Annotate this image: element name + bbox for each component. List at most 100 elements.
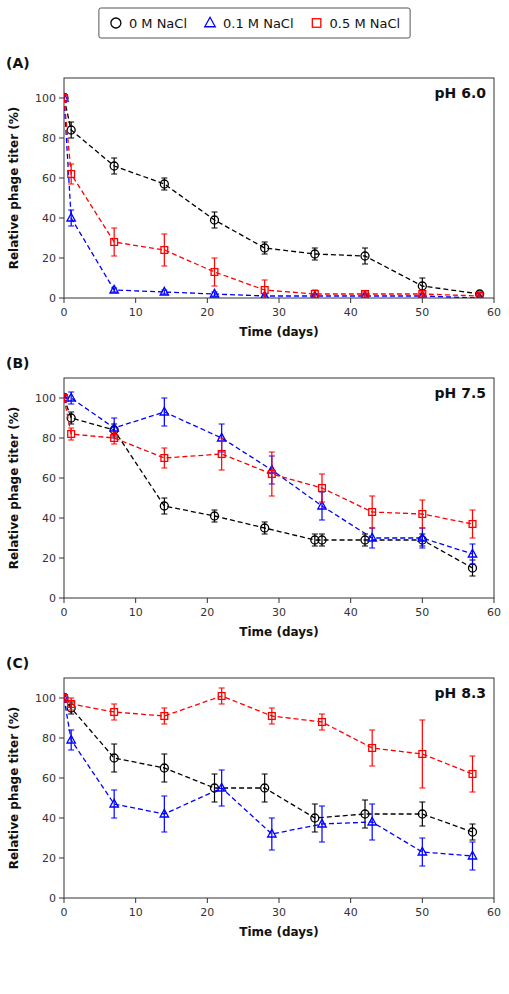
x-tick-label: 50 bbox=[415, 606, 429, 619]
data-point bbox=[160, 407, 168, 415]
data-point bbox=[64, 395, 67, 402]
error-bar bbox=[262, 774, 268, 802]
y-tick bbox=[59, 298, 64, 299]
x-tick-label: 10 bbox=[129, 306, 143, 319]
error-bar bbox=[68, 122, 74, 138]
error-bar bbox=[362, 534, 368, 546]
series-line bbox=[64, 698, 473, 832]
data-area bbox=[64, 392, 477, 576]
x-tick-label: 60 bbox=[487, 306, 501, 319]
y-tick-label: 80 bbox=[42, 732, 56, 745]
error-bar bbox=[64, 394, 67, 402]
error-bar bbox=[68, 164, 74, 184]
data-point bbox=[211, 216, 219, 224]
error-bar bbox=[262, 242, 268, 254]
x-tick bbox=[422, 298, 423, 303]
data-point bbox=[111, 239, 118, 246]
data-point bbox=[67, 735, 75, 743]
error-bar bbox=[111, 432, 117, 444]
data-point bbox=[64, 393, 68, 401]
background bbox=[0, 0, 509, 994]
data-point bbox=[217, 783, 225, 791]
data-area bbox=[64, 93, 484, 298]
series-line bbox=[64, 98, 480, 294]
data-point bbox=[261, 287, 268, 294]
x-tick bbox=[350, 598, 351, 603]
data-point bbox=[361, 291, 369, 298]
x-tick-label: 40 bbox=[344, 906, 358, 919]
legend-label: 0 M NaCl bbox=[129, 16, 187, 31]
error-bar bbox=[470, 756, 476, 792]
condition-label: pH 7.5 bbox=[435, 385, 486, 401]
data-point bbox=[64, 94, 68, 102]
legend-item: 0 M NaCl bbox=[111, 16, 187, 31]
legend-item: 0.1 M NaCl bbox=[205, 16, 294, 31]
x-tick bbox=[135, 598, 136, 603]
x-tick bbox=[64, 598, 65, 603]
error-bar bbox=[319, 714, 325, 730]
error-bar bbox=[64, 394, 67, 402]
data-point bbox=[468, 851, 476, 859]
x-tick-label: 50 bbox=[415, 906, 429, 919]
legend-item: 0.5 M NaCl bbox=[312, 16, 400, 31]
x-axis-label: Time (days) bbox=[239, 325, 318, 339]
data-point bbox=[160, 287, 168, 295]
plot-frame bbox=[64, 378, 494, 598]
y-tick-label: 80 bbox=[42, 132, 56, 145]
y-tick-label: 60 bbox=[42, 772, 56, 785]
data-point bbox=[469, 771, 476, 778]
data-point bbox=[418, 847, 426, 855]
x-tick bbox=[207, 298, 208, 303]
series bbox=[64, 394, 477, 576]
data-point bbox=[261, 244, 269, 252]
x-tick-label: 0 bbox=[61, 606, 68, 619]
data-point bbox=[369, 509, 376, 516]
y-tick-label: 20 bbox=[42, 852, 56, 865]
y-tick bbox=[59, 858, 64, 859]
error-bar bbox=[369, 730, 375, 766]
x-tick-label: 20 bbox=[200, 306, 214, 319]
y-tick bbox=[59, 478, 64, 479]
x-tick bbox=[279, 598, 280, 603]
y-tick bbox=[59, 778, 64, 779]
data-point bbox=[67, 393, 75, 401]
x-tick bbox=[494, 898, 495, 903]
x-tick-label: 40 bbox=[344, 306, 358, 319]
series-line bbox=[64, 398, 473, 554]
condition-label: pH 8.3 bbox=[435, 685, 486, 701]
error-bar bbox=[312, 804, 318, 832]
data-point bbox=[261, 784, 269, 792]
data-point bbox=[311, 291, 319, 298]
legend-label: 0.1 M NaCl bbox=[223, 16, 294, 31]
x-tick-label: 30 bbox=[272, 606, 286, 619]
error-bar bbox=[212, 258, 218, 286]
y-tick-label: 40 bbox=[42, 212, 56, 225]
data-point bbox=[361, 810, 369, 818]
series-line bbox=[64, 398, 473, 524]
y-tick-label: 60 bbox=[42, 172, 56, 185]
error-bar bbox=[212, 774, 218, 802]
x-axis-label: Time (days) bbox=[239, 925, 318, 939]
error-bar bbox=[262, 522, 268, 534]
error-bar bbox=[111, 744, 117, 772]
data-point bbox=[268, 829, 276, 837]
x-tick bbox=[279, 898, 280, 903]
series bbox=[64, 93, 484, 298]
x-tick-label: 50 bbox=[415, 306, 429, 319]
legend-marker bbox=[205, 17, 216, 27]
error-bar bbox=[419, 720, 425, 788]
data-point bbox=[419, 511, 426, 518]
y-tick bbox=[59, 218, 64, 219]
data-point bbox=[319, 719, 326, 726]
series-line bbox=[64, 398, 473, 568]
error-bar bbox=[319, 534, 325, 546]
y-tick bbox=[59, 598, 64, 599]
panel: 0102030405060020406080100Time (days)Rela… bbox=[6, 655, 501, 939]
data-point bbox=[67, 213, 75, 221]
data-point bbox=[160, 180, 168, 188]
error-bar bbox=[64, 94, 67, 102]
error-bar bbox=[419, 802, 425, 826]
y-tick bbox=[59, 398, 64, 399]
legend-marker bbox=[111, 18, 121, 28]
data-point bbox=[111, 435, 118, 442]
